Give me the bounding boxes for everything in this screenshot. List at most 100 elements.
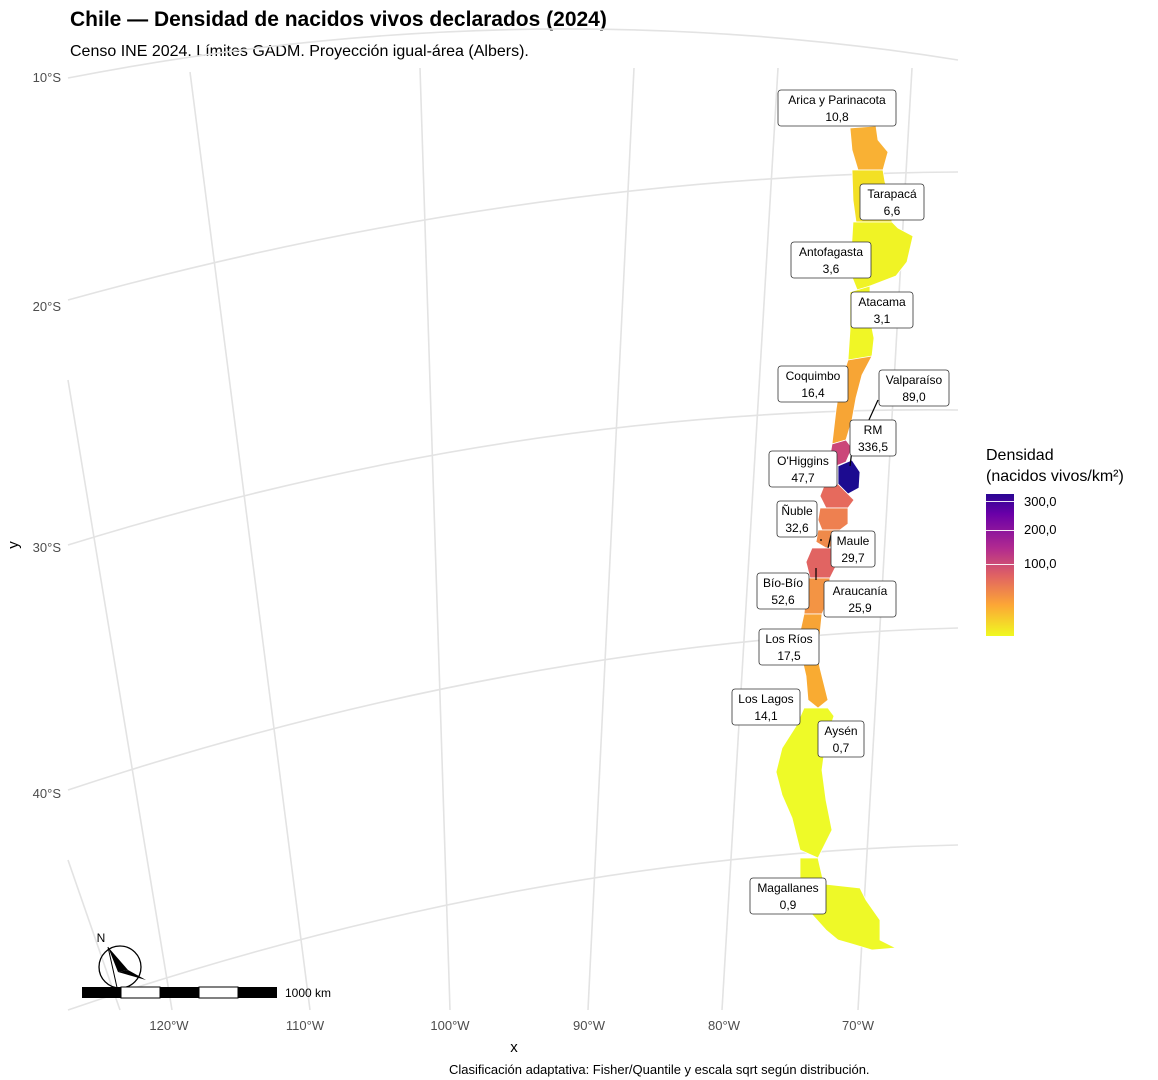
graticule-lon-100	[419, 67, 451, 1011]
region-label: Coquimbo 16,4	[777, 365, 849, 403]
graticule-lon-120	[67, 379, 173, 1011]
legend-tick-mark	[986, 564, 1014, 565]
region-value-label: 25,9	[848, 601, 872, 615]
region-label: Los Ríos 17,5	[758, 628, 820, 666]
region-name-label: Coquimbo	[786, 369, 841, 383]
lon-tick-label: 70°W	[842, 1018, 875, 1033]
graticule-lat-15	[67, 171, 959, 301]
leader-lines	[815, 399, 879, 580]
lon-tick-label: 80°W	[708, 1018, 741, 1033]
lon-tick-label: 100°W	[430, 1018, 470, 1033]
graticule-lon-80	[721, 67, 779, 1011]
region-label: Atacama 3,1	[850, 291, 914, 329]
region-label: Los Lagos 14,1	[731, 688, 801, 726]
legend-colorbar	[986, 494, 1014, 636]
graticule-lat-10	[67, 28, 959, 79]
graticule-lat-35	[67, 627, 959, 791]
region-name-label: Atacama	[858, 295, 906, 309]
region-value-label: 47,7	[791, 471, 815, 485]
legend-title: Densidad (nacidos vivos/km²)	[986, 445, 1124, 487]
map-title: Chile — Densidad de nacidos vivos declar…	[70, 8, 607, 31]
region-name-label: Los Ríos	[765, 632, 812, 646]
region-maule	[817, 507, 849, 531]
lon-tick-label: 110°W	[286, 1018, 325, 1033]
region-label-box	[830, 530, 876, 568]
map-caption: Clasificación adaptativa: Fisher/Quantil…	[449, 1062, 870, 1077]
scale-bar: 1000 km	[82, 986, 331, 1000]
lon-tick-label: 90°W	[573, 1018, 606, 1033]
region-value-label: 17,5	[777, 649, 801, 663]
north-label: N	[97, 931, 106, 945]
lat-tick-label: 10°S	[33, 70, 62, 85]
region-label: Araucanía 25,9	[823, 580, 897, 618]
region-label: Aysén 0,7	[817, 720, 865, 758]
lat-tick-label: 30°S	[33, 540, 62, 555]
graticule-lon-90	[587, 67, 635, 1011]
region-name-label: RM	[864, 423, 883, 437]
y-axis-title: y	[5, 541, 22, 549]
region-label-box	[878, 369, 950, 407]
region-label-box	[823, 580, 897, 618]
region-arica-y-parinacota	[849, 125, 889, 171]
region-label-box	[790, 241, 872, 279]
lat-tick-label: 40°S	[33, 786, 62, 801]
region-label: Tarapacá 6,6	[859, 183, 925, 221]
region-value-label: 29,7	[841, 551, 865, 565]
legend-tick-label: 200,0	[1024, 522, 1057, 537]
north-arrow-head-icon	[108, 947, 128, 972]
lat-tick-label: 20°S	[33, 299, 62, 314]
region-value-label: 16,4	[801, 386, 825, 400]
region-value-label: 32,6	[785, 521, 809, 535]
graticule	[67, 28, 959, 1011]
region-name-label: Magallanes	[757, 881, 818, 895]
region-label: Valparaíso 89,0	[878, 369, 950, 407]
region-name-label: Tarapacá	[867, 187, 917, 201]
region-magallanes	[799, 857, 898, 951]
region-name-label: Maule	[837, 534, 870, 548]
region-label: O'Higgins 47,7	[768, 450, 838, 488]
region-value-label: 10,8	[825, 110, 849, 124]
region-label: Bío-Bío 52,6	[756, 572, 810, 610]
region-labels: Arica y Parinacota 10,8 Tarapacá 6,6 Antofag…	[731, 89, 950, 915]
region-ohiggins	[819, 483, 855, 509]
region-value-label: 0,9	[780, 898, 797, 912]
region-value-label: 89,0	[902, 390, 926, 404]
graticule-lon-120b	[67, 859, 121, 1011]
region-label-box	[758, 628, 820, 666]
graticule-lon-110	[189, 71, 311, 1011]
region-label-box	[768, 450, 838, 488]
lon-tick-label: 120°W	[149, 1018, 189, 1033]
region-value-label: 0,7	[833, 741, 850, 755]
region-value-label: 3,1	[874, 312, 891, 326]
north-arrow: N	[97, 931, 146, 993]
scale-bar-label: 1000 km	[285, 986, 331, 1000]
legend-title-line1: Densidad	[986, 447, 1054, 464]
region-label-box	[749, 877, 827, 915]
region-label-box	[859, 183, 925, 221]
region-name-label: Aysén	[824, 724, 857, 738]
region-name-label: Los Lagos	[738, 692, 793, 706]
region-label-box	[850, 291, 914, 329]
x-axis-title: x	[510, 1039, 518, 1056]
legend-tick-label: 100,0	[1024, 556, 1057, 571]
north-arrow-tail-icon	[118, 970, 146, 980]
region-label-box	[817, 720, 865, 758]
region-name-label: Bío-Bío	[763, 576, 803, 590]
region-value-label: 6,6	[884, 204, 901, 218]
graticule-lat-45	[67, 844, 959, 1011]
region-name-label: O'Higgins	[777, 454, 829, 468]
region-label: Arica y Parinacota 10,8	[777, 89, 897, 127]
legend-title-line2: (nacidos vivos/km²)	[986, 468, 1124, 485]
region-name-label: Antofagasta	[799, 245, 863, 259]
region-name-label: Araucanía	[833, 584, 888, 598]
region-label: Magallanes 0,9	[749, 877, 827, 915]
region-label: RM 336,5	[849, 419, 897, 457]
region-value-label: 336,5	[858, 440, 888, 454]
region-label-box	[731, 688, 801, 726]
region-value-label: 3,6	[823, 262, 840, 276]
region-value-label: 14,1	[754, 709, 778, 723]
region-label-box	[776, 500, 818, 538]
map-subtitle: Censo INE 2024. Límites GADM. Proyección…	[70, 43, 529, 60]
legend-tick-label: 300,0	[1024, 494, 1057, 509]
